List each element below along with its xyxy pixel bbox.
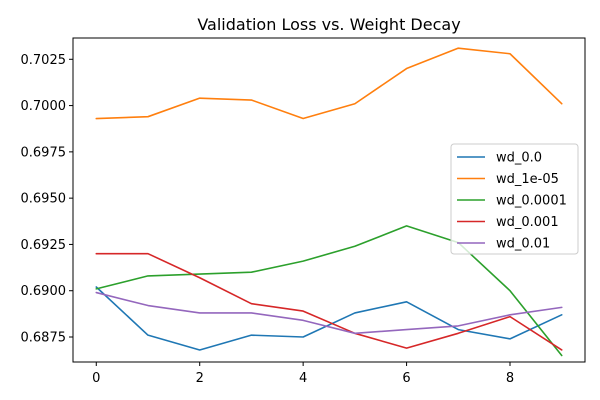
y-tick-label: 0.7000 (21, 99, 67, 114)
series-line-wd-0-0001 (95, 225, 563, 357)
x-tick-label: 4 (299, 371, 307, 386)
y-tick-label: 0.6900 (21, 284, 67, 299)
x-tick-label: 0 (92, 371, 100, 386)
legend-label: wd_0.01 (496, 237, 550, 252)
y-tick-label: 0.6950 (21, 192, 67, 207)
y-tick-label: 0.6925 (21, 238, 67, 253)
chart-title: Validation Loss vs. Weight Decay (197, 15, 460, 34)
y-tick-label: 0.6875 (21, 331, 67, 346)
y-tick-label: 0.6975 (21, 145, 67, 160)
series-layer (95, 47, 563, 357)
x-tick-label: 6 (402, 371, 410, 386)
x-tick-label: 8 (506, 371, 514, 386)
y-tick-label: 0.7025 (21, 53, 67, 68)
series-line-wd-0-0 (95, 286, 563, 351)
x-tick-label: 2 (196, 371, 204, 386)
legend-label: wd_0.0001 (496, 194, 567, 209)
legend-label: wd_1e-05 (496, 172, 559, 187)
x-axis: 0 2 4 6 8 (92, 362, 514, 386)
legend-label: wd_0.001 (496, 215, 559, 230)
legend: wd_0.0 wd_1e-05 wd_0.0001 wd_0.001 wd_0.01 (450, 143, 579, 255)
series-line-wd-1e-05 (95, 47, 563, 120)
plot-area-frame (72, 37, 586, 363)
series-line-wd-0-01 (95, 291, 563, 335)
legend-box (450, 143, 579, 255)
series-line-wd-0-001 (95, 252, 563, 351)
y-axis: 0.6875 0.6900 0.6925 0.6950 0.6975 0.7000 0.70… (21, 53, 73, 346)
legend-label: wd_0.0 (496, 151, 542, 166)
